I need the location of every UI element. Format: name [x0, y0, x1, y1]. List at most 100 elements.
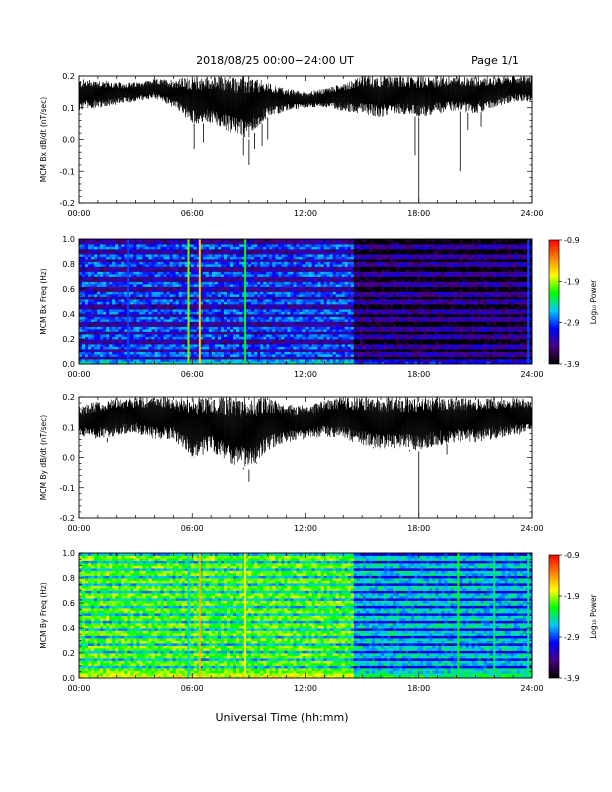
spectrogram-cell — [214, 321, 219, 325]
spectrogram-cell — [181, 344, 186, 347]
spectrogram-cell — [118, 241, 122, 245]
spectrogram-cell — [293, 304, 297, 307]
spectrogram-cell — [302, 339, 306, 342]
spectrogram-cell — [230, 274, 234, 277]
spectrogram-cell — [130, 266, 134, 270]
spectrogram-cell — [145, 359, 149, 362]
spectrogram-cell — [236, 296, 240, 300]
spectrogram-cell — [205, 244, 210, 247]
spectrogram-cell — [223, 314, 228, 317]
spectrogram-cell — [112, 331, 116, 335]
spectrogram-cell — [368, 349, 373, 352]
spectrogram-cell — [341, 241, 346, 245]
spectrogram-cell — [121, 349, 125, 352]
spectrogram-cell — [347, 314, 352, 317]
spectrogram-cell — [326, 304, 331, 307]
spectrogram-cell — [257, 306, 261, 310]
spectrogram-cell — [344, 349, 349, 352]
spectrogram-cell — [139, 276, 143, 280]
spectrogram-cell — [202, 331, 207, 335]
spectrogram-cell — [97, 314, 101, 317]
spectrogram-cell — [299, 244, 303, 247]
spectrogram-cell — [368, 354, 373, 357]
spectrogram-cell — [272, 261, 276, 265]
spectrogram-cell — [314, 284, 318, 287]
spectrogram-cell — [145, 351, 149, 355]
spectrogram-cell — [338, 336, 343, 340]
spectrogram-cell — [329, 279, 334, 282]
spectrogram-cell — [133, 334, 137, 337]
spectrogram-cell — [199, 261, 204, 265]
spectrogram-cell — [172, 281, 177, 285]
spectrogram-cell — [365, 239, 370, 242]
spectrogram-cell — [124, 341, 128, 345]
spectrogram-cell — [245, 249, 249, 252]
spectrogram-cell — [344, 249, 349, 252]
spectrogram-cell — [353, 249, 358, 252]
spectrogram-cell — [148, 259, 152, 262]
spectrogram-cell — [196, 304, 201, 307]
spectrogram-cell — [326, 336, 331, 340]
spectrogram-cell — [118, 244, 122, 247]
spectrogram-cell — [326, 326, 331, 330]
spectrogram-cell — [332, 341, 337, 345]
spectrogram-cell — [242, 306, 246, 310]
spectrogram-cell — [266, 319, 270, 322]
spectrogram-cell — [329, 349, 334, 352]
spectrogram-cell — [184, 356, 189, 360]
spectrogram-cell — [139, 294, 143, 297]
spectrogram-cell — [335, 359, 340, 362]
spectrogram-cell — [85, 329, 89, 332]
spectrogram-cell — [220, 279, 225, 282]
spectrogram-cell — [169, 294, 174, 297]
spectrogram-cell — [163, 349, 167, 352]
spectrogram-cell — [184, 274, 189, 277]
spectrogram-cell — [365, 316, 370, 320]
spectrogram-cell — [157, 344, 161, 347]
spectrogram-cell — [196, 314, 201, 317]
spectrogram-cell — [266, 326, 270, 330]
spectrogram-cell — [148, 341, 152, 345]
spectrogram-cell — [136, 241, 140, 245]
spectrogram-cell — [236, 246, 240, 250]
spectrogram-cell — [353, 259, 358, 262]
spectrogram-cell — [338, 261, 343, 265]
spectrogram-cell — [299, 296, 303, 300]
spectrogram-cell — [136, 246, 140, 250]
spectrogram-cell — [266, 301, 270, 305]
spectrogram-cell — [359, 294, 364, 297]
spectrogram-cell — [362, 281, 367, 285]
spectrogram-cell — [314, 361, 318, 365]
spectrogram-cell — [287, 271, 291, 275]
spectrogram-cell — [208, 299, 213, 302]
spectrogram-cell — [82, 281, 86, 285]
spectrogram-cell — [365, 261, 370, 265]
spectrogram-cell — [166, 266, 170, 270]
spectrogram-cell — [163, 254, 167, 257]
spectrogram-cell — [230, 246, 234, 250]
spectrogram-cell — [160, 244, 164, 247]
spectrogram-cell — [142, 294, 146, 297]
spectrogram-cell — [226, 296, 231, 300]
spectrogram-cell — [82, 284, 86, 287]
spectrogram-cell — [353, 314, 358, 317]
spectrogram-cell — [208, 319, 213, 322]
spectrogram-cell — [181, 284, 186, 287]
spectrogram-cell — [299, 266, 303, 270]
spectrogram-cell — [181, 356, 186, 360]
spectrogram-cell — [356, 291, 361, 295]
spectrogram-cell — [112, 264, 116, 267]
spectrogram-cell — [196, 306, 201, 310]
spectrogram-cell — [154, 244, 158, 247]
spectrogram-cell — [163, 266, 167, 270]
spectrogram-cell — [347, 241, 352, 245]
spectrogram-cell — [314, 304, 318, 307]
spectrogram-cell — [296, 354, 300, 357]
spectrogram-cell — [311, 301, 315, 305]
spectrogram-cell — [202, 254, 207, 257]
spectrogram-cell — [314, 351, 318, 355]
spectrogram-cell — [190, 304, 195, 307]
spectrogram-cell — [341, 279, 346, 282]
spectrogram-cell — [236, 354, 240, 357]
spectrogram-cell — [166, 279, 170, 282]
